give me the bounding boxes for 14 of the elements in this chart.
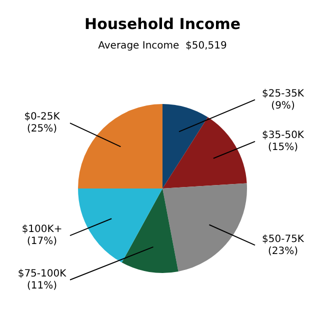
data-label: (15%) xyxy=(268,142,298,154)
slice-label: $100K+ xyxy=(22,224,62,236)
slice-label: $35-50K xyxy=(262,130,304,142)
data-label: (25%) xyxy=(26,124,58,135)
data-label: (23%) xyxy=(268,246,298,257)
slice-label: $25-35K xyxy=(262,88,304,100)
data-label: (11%) xyxy=(26,280,58,292)
slice-label: $0-25K xyxy=(24,112,60,123)
chart-subtitle: Average Income $50,519 xyxy=(98,40,227,52)
chart-title: Household Income xyxy=(84,14,240,33)
data-label: (9%) xyxy=(271,100,295,112)
slice-label: $75-100K xyxy=(18,268,67,280)
slice-label: $50-75K xyxy=(262,234,304,245)
data-label: (17%) xyxy=(26,236,58,248)
